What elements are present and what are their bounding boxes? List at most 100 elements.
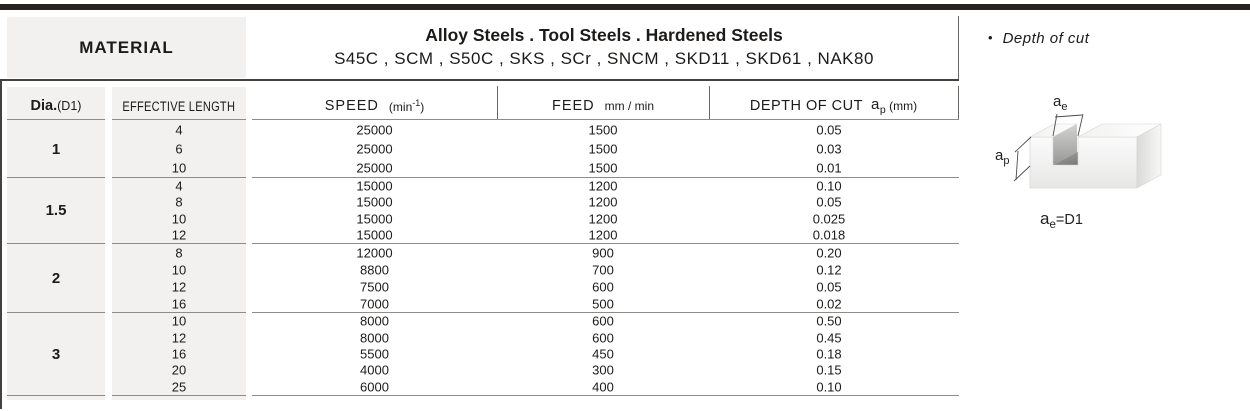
column-header-speed: SPEED (min-1) (252, 92, 497, 120)
dia-group-3: 3 10 8000 600 0.50 12 8000 600 0.45 16 5… (7, 313, 959, 395)
header-right-border (958, 16, 959, 79)
cell-feed: 1200 (588, 211, 618, 227)
cell-effective-length: 10 (171, 211, 187, 227)
table-row: 10 8000 600 0.50 (7, 313, 959, 329)
steel-types-line: Alloy Steels . Tool Steels . Hardened St… (425, 25, 783, 45)
depth-unit: (mm) (889, 99, 918, 113)
row-line (7, 177, 105, 178)
row-line (7, 119, 105, 120)
table-row: 4 15000 1200 0.10 (7, 178, 959, 194)
cell-speed: 15000 (356, 211, 393, 227)
column-header-effective-length: EFFECTIVE LENGTH (112, 92, 246, 120)
cell-dia: 2 (51, 269, 61, 287)
steel-grades-header: Alloy Steels . Tool Steels . Hardened St… (250, 17, 958, 79)
cell-feed: 400 (592, 379, 614, 395)
cell-depth: 0.05 (816, 122, 842, 138)
cell-feed: 600 (592, 279, 614, 294)
column-header-feed: FEED mm / min (497, 92, 709, 120)
cell-depth: 0.10 (816, 379, 842, 395)
ae-dimension-label: ae (1053, 93, 1068, 113)
dia-group-1_5: 1.5 4 15000 1200 0.10 8 15000 1200 0.05 … (7, 178, 959, 243)
cell-feed: 1200 (588, 227, 618, 243)
cell-speed: 5500 (360, 346, 389, 362)
cell-speed: 8000 (360, 330, 389, 346)
cell-depth: 0.18 (816, 346, 842, 362)
row-line (252, 177, 959, 178)
cell-feed: 600 (592, 313, 614, 329)
effective-length-label: EFFECTIVE LENGTH (122, 98, 236, 114)
table-row: 16 5500 450 0.18 (7, 346, 959, 362)
row-line (252, 119, 959, 120)
cell-speed: 6000 (360, 379, 389, 395)
row-line (7, 243, 105, 244)
steel-grades-line: S45C , SCM , S50C , SKS , SCr , SNCM , S… (334, 49, 874, 68)
cell-effective-length: 12 (171, 330, 187, 346)
cell-speed: 15000 (356, 227, 393, 243)
header-divider-rule (0, 79, 959, 81)
cell-effective-length: 4 (175, 122, 183, 138)
cell-depth: 0.05 (816, 279, 842, 294)
row-line (112, 177, 246, 178)
cell-depth: 0.10 (816, 178, 842, 194)
table-row: 16 7000 500 0.02 (7, 295, 959, 312)
ae-equals-d1-caption: ae=D1 (1040, 209, 1083, 231)
material-header-cell: MATERIAL (7, 17, 246, 78)
column-header-dia: Dia. (D1) (7, 92, 105, 120)
row-line (252, 312, 959, 313)
table-row: 4 25000 1500 0.05 (7, 121, 959, 140)
row-line (112, 312, 246, 313)
cell-speed: 15000 (356, 178, 393, 194)
cell-feed: 450 (592, 346, 614, 362)
cell-speed: 25000 (356, 141, 393, 157)
column-header-depth-of-cut: DEPTH OF CUT ap (mm) (709, 92, 958, 120)
cell-effective-length: 16 (171, 346, 187, 362)
table-row: 12 7500 600 0.05 (7, 278, 959, 295)
cell-depth: 0.45 (816, 330, 842, 346)
cell-feed: 700 (592, 262, 614, 277)
cell-speed: 8800 (360, 262, 389, 277)
cell-effective-length: 10 (171, 262, 187, 277)
cell-effective-length: 8 (175, 194, 183, 210)
table-row: 8 15000 1200 0.05 (7, 194, 959, 210)
row-line (7, 312, 105, 313)
cell-effective-length: 12 (171, 227, 187, 243)
cell-effective-length: 25 (171, 379, 187, 395)
cell-depth: 0.12 (816, 262, 842, 277)
cell-feed: 1500 (588, 160, 618, 176)
table-row: 12 8000 600 0.45 (7, 329, 959, 345)
feed-unit: mm / min (604, 99, 654, 113)
cell-depth: 0.03 (816, 141, 842, 157)
depth-label: DEPTH OF CUT (749, 98, 863, 114)
cell-depth: 0.05 (816, 194, 842, 210)
cell-depth: 0.025 (812, 211, 846, 227)
header-separator-3 (958, 86, 959, 120)
cell-dia: 1 (51, 140, 61, 158)
cell-effective-length: 20 (171, 362, 187, 378)
depth-of-cut-title: • Depth of cut (988, 30, 1089, 47)
row-line (112, 395, 246, 396)
cell-speed: 15000 (356, 194, 393, 210)
left-border-line (0, 79, 2, 409)
table-row: 20 4000 300 0.15 (7, 362, 959, 378)
cell-depth: 0.01 (816, 160, 842, 176)
cell-feed: 1500 (588, 141, 618, 157)
dia-group-2: 2 8 12000 900 0.20 10 8800 700 0.12 12 7… (7, 244, 959, 312)
cell-speed: 4000 (360, 362, 389, 378)
cell-effective-length: 4 (175, 178, 183, 194)
depth-symbol: ap (870, 96, 887, 116)
row-line (252, 243, 959, 244)
cell-feed: 500 (592, 296, 614, 311)
ap-dimension-label: ap (995, 147, 1010, 167)
cell-effective-length: 16 (171, 296, 187, 311)
cell-effective-length: 8 (175, 245, 183, 260)
header-separator-2 (709, 86, 710, 120)
row-line (7, 395, 105, 396)
speed-unit: (min-1) (388, 98, 425, 114)
depth-of-cut-label: Depth of cut (1002, 30, 1090, 47)
cell-effective-length: 6 (175, 141, 183, 157)
cell-feed: 1200 (588, 194, 618, 210)
row-line (112, 243, 246, 244)
cell-feed: 600 (592, 330, 614, 346)
dia-paren: (D1) (57, 99, 82, 113)
